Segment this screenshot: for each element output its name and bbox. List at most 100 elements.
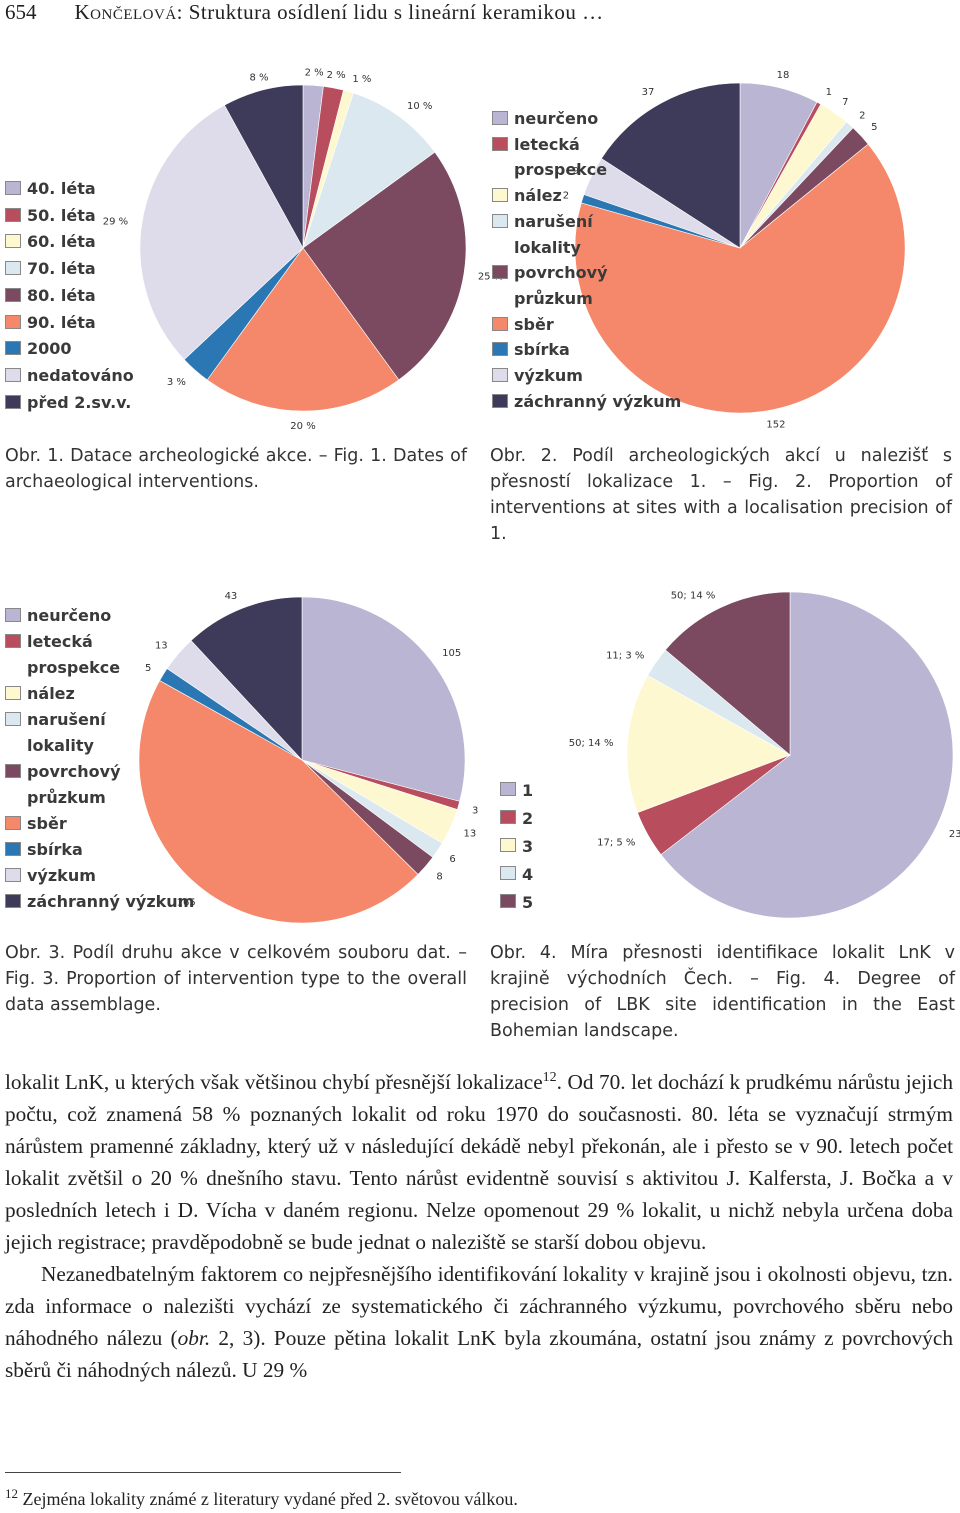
title: Struktura osídlení lidu s lineární keram…: [188, 0, 604, 24]
legend-label: nález: [514, 186, 562, 206]
legend-swatch: [492, 316, 508, 331]
data-label: 5: [145, 663, 151, 674]
footnote: 12 Zejména lokality známé z literatury v…: [5, 1486, 518, 1510]
legend-label: sbírka: [27, 840, 83, 859]
legend-label: neurčeno: [514, 109, 599, 128]
pie-slice: [224, 84, 304, 249]
legend-item: 70. léta: [5, 256, 134, 283]
legend-item: 3: [500, 833, 533, 861]
legend-item: povrchový průzkum: [492, 260, 681, 311]
legend-swatch: [5, 608, 21, 622]
data-label: 9: [573, 166, 579, 177]
pie-slice: [206, 247, 400, 412]
legend-item: před 2.sv.v.: [5, 390, 134, 417]
legend-label: 40. léta: [27, 179, 96, 198]
data-label: 165: [177, 898, 196, 909]
legend-item: nález: [492, 183, 681, 209]
legend-swatch: [500, 810, 516, 824]
legend-label: 80. léta: [27, 285, 96, 305]
data-label: 8 %: [249, 73, 268, 84]
legend-item: 2000: [5, 336, 134, 363]
legend-label: narušení lokality: [27, 710, 106, 755]
legend-swatch: [492, 393, 508, 408]
legend-label: 5: [522, 893, 534, 912]
legend-swatch: [500, 866, 516, 880]
legend-swatch: [492, 188, 508, 203]
author: Končelová:: [74, 0, 183, 24]
pie-slice: [301, 596, 466, 802]
legend-swatch: [500, 838, 516, 852]
legend-swatch: [492, 342, 508, 357]
legend-label: 2: [522, 809, 534, 828]
data-label: 8: [436, 871, 442, 882]
legend-label: letecká prospekce: [514, 134, 608, 180]
legend-item: 1: [500, 777, 533, 805]
data-label: 2: [859, 110, 865, 121]
data-label: 1: [826, 87, 832, 98]
figure-caption: Obr. 1. Datace archeologické akce. – Fig…: [5, 446, 467, 492]
text: Nezanedbatelným faktorem co nejpřesnější…: [5, 1262, 953, 1350]
legend-item: letecká prospekce: [492, 132, 681, 183]
body-text: lokalit LnK, u kterých však většinou chy…: [5, 1066, 953, 1386]
legend-item: záchranný výzkum: [5, 889, 194, 915]
data-label: 2 %: [305, 67, 324, 78]
legend-item: 5: [500, 889, 533, 917]
legend-swatch: [5, 234, 21, 249]
legend-swatch: [5, 341, 21, 356]
pie-slice: [139, 104, 304, 361]
data-label: 105: [442, 648, 461, 659]
legend-item: 60. léta: [5, 229, 134, 256]
legend-item: neurčeno: [492, 106, 681, 132]
legend-swatch: [492, 368, 508, 383]
data-label: 13: [463, 829, 476, 840]
text: 2, 3). Pouze pětina lokalit LnK byla zko…: [5, 1326, 953, 1382]
footnote-text: Zejména lokality známé z literatury vyda…: [22, 1489, 518, 1509]
running-header: 654 Končelová: Struktura osídlení lidu s …: [5, 0, 604, 25]
text: . Od 70. let dochází k prudkému nárůstu …: [5, 1070, 953, 1254]
legend-item: výzkum: [492, 363, 681, 389]
data-label: 2 %: [327, 70, 346, 81]
pie-slice: [574, 143, 906, 414]
pie-slice: [600, 82, 741, 249]
data-label: 37: [642, 87, 655, 98]
data-label: 1 %: [352, 74, 371, 85]
legend: 40. léta 50. léta 60. léta 70. léta 80. léta…: [5, 176, 134, 416]
legend-swatch: [5, 261, 21, 276]
data-label: 25 %: [478, 272, 503, 283]
legend-swatch: [492, 213, 508, 228]
data-label: 29 %: [103, 216, 128, 227]
legend: neurčeno letecká prospekce nález narušení l…: [5, 603, 194, 915]
legend-label: 4: [522, 865, 534, 884]
legend: 1 2 3 4 5: [500, 777, 533, 917]
pie-slice: [626, 675, 791, 813]
legend-label: sběr: [514, 314, 554, 334]
data-label: 3 %: [167, 377, 186, 388]
legend-swatch: [5, 367, 21, 382]
data-label: 50; 14 %: [569, 738, 614, 749]
legend-label: narušení lokality: [514, 211, 593, 257]
legend-label: letecká prospekce: [27, 632, 121, 677]
data-label: 3: [472, 805, 478, 816]
data-label: 20 %: [290, 421, 315, 432]
data-label: 152: [766, 419, 785, 430]
legend-swatch: [5, 712, 21, 726]
legend-label: 70. léta: [27, 259, 96, 279]
footnote-mark: 12: [5, 1486, 18, 1501]
legend-label: výzkum: [514, 366, 583, 386]
legend-swatch: [5, 181, 21, 195]
figure-caption: Obr. 4. Míra přesnosti identifikace loka…: [490, 943, 955, 1041]
legend-label: záchranný výzkum: [27, 892, 195, 911]
footnote-rule: [5, 1472, 401, 1473]
legend-item: 50. léta: [5, 203, 134, 230]
data-label: 18: [777, 70, 790, 81]
data-label: 6: [449, 854, 455, 865]
legend-item: nález: [5, 681, 194, 707]
legend-swatch: [5, 314, 21, 329]
text: obr.: [177, 1326, 211, 1350]
legend-label: neurčeno: [27, 606, 112, 625]
legend-swatch: [492, 265, 508, 280]
legend-item: neurčeno: [5, 603, 194, 629]
legend-label: povrchový průzkum: [514, 263, 608, 308]
